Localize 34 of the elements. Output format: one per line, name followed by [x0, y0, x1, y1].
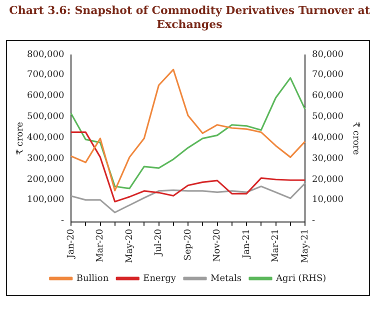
y2-tick-label: 60,000 — [312, 91, 344, 102]
x-tick-label: Mar-20 — [96, 228, 106, 262]
y-tick-label: 400,000 — [27, 132, 64, 144]
x-tick-label: Nov-20 — [212, 228, 223, 262]
legend-label: Bullion — [76, 274, 109, 284]
y2-tick-label: 50,000 — [312, 112, 344, 124]
y-tick-label: 800,000 — [27, 50, 64, 60]
legend-label: Agri (RHS) — [275, 274, 326, 284]
x-tick-label: Sep-20 — [183, 228, 194, 261]
y2-tick-label: - — [312, 216, 316, 228]
y-tick-label: 600,000 — [27, 91, 64, 102]
legend-label: Metals — [210, 274, 242, 284]
x-tick-label: Jan-21 — [242, 228, 252, 260]
y-axis-title: ₹ crore — [16, 122, 26, 155]
y-tick-label: - — [61, 216, 64, 228]
x-tick-label: Jan-20 — [66, 228, 76, 260]
y2-tick-label: 40,000 — [312, 132, 344, 144]
y2-tick-label: 30,000 — [312, 154, 344, 165]
y-tick-label: 100,000 — [27, 195, 64, 206]
x-tick-label: Jul-20 — [154, 228, 164, 257]
y2-tick-label: 70,000 — [312, 70, 344, 82]
y-tick-label: 500,000 — [27, 112, 64, 124]
y-tick-label: 300,000 — [27, 154, 64, 165]
x-tick-label: Mar-21 — [271, 228, 282, 262]
x-tick-label: May-21 — [300, 228, 310, 264]
y2-tick-label: 80,000 — [312, 50, 344, 60]
y-tick-label: 700,000 — [27, 70, 64, 82]
legend-label: Energy — [143, 274, 177, 284]
x-tick-label: May-20 — [124, 228, 135, 264]
y2-tick-label: 10,000 — [312, 195, 344, 206]
y2-axis-title: ₹ crore — [350, 122, 360, 155]
y-tick-label: 200,000 — [27, 174, 64, 186]
y2-tick-label: 20,000 — [312, 174, 344, 186]
chart-title: Chart 3.6: Snapshot of Commodity Derivatives Turnover at Exchanges — [8, 3, 371, 32]
